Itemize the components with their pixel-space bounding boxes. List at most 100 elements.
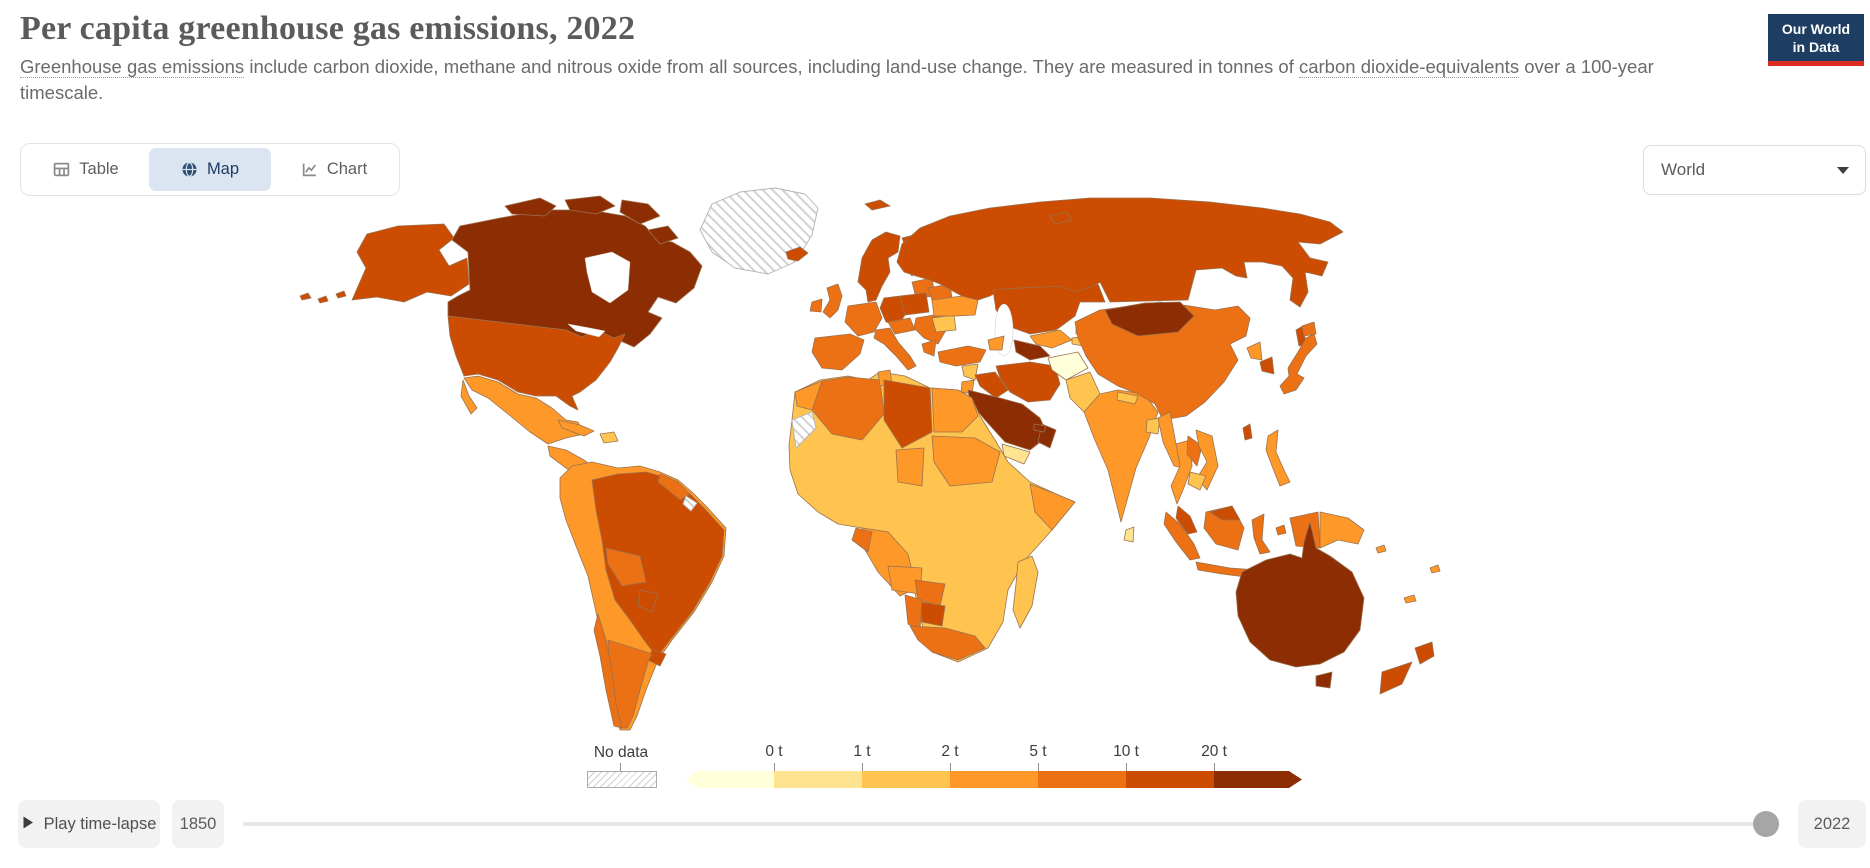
timeline-end-year[interactable]: 2022	[1798, 800, 1866, 848]
map-region-aleutians[interactable]	[335, 290, 347, 299]
map-region-alaska[interactable]	[351, 223, 470, 303]
map-region-italy[interactable]	[873, 327, 917, 371]
map-region-egypt[interactable]	[931, 387, 979, 433]
map-region-iraq[interactable]	[974, 371, 1009, 399]
map-region-paraguay[interactable]	[637, 589, 659, 613]
map-region-guyana-suriname[interactable]	[657, 473, 691, 501]
map-region-bangladesh[interactable]	[1145, 417, 1161, 435]
owid-logo[interactable]: Our World in Data	[1768, 14, 1864, 66]
map-region-aleutians[interactable]	[299, 292, 312, 301]
map-region-libya[interactable]	[883, 379, 933, 449]
map-region-fiji[interactable]	[1429, 564, 1441, 574]
map-region-namibia[interactable]	[904, 594, 923, 631]
map-region-algeria[interactable]	[811, 376, 885, 441]
timeline-start-year[interactable]: 1850	[172, 800, 224, 848]
map-region-philippines[interactable]	[1265, 429, 1291, 487]
map-region-russia[interactable]	[896, 197, 1344, 308]
map-region-uae[interactable]	[1033, 423, 1047, 433]
map-region-romania[interactable]	[931, 314, 957, 333]
legend-bin-over-20-t[interactable]	[1214, 771, 1302, 788]
legend-bin-2-5-t[interactable]	[950, 771, 1038, 788]
map-region-sudan[interactable]	[931, 435, 1001, 487]
map-region-afghanistan[interactable]	[1047, 351, 1089, 381]
map-region-united-states[interactable]	[447, 315, 626, 411]
map-region-moluccas[interactable]	[1275, 524, 1287, 536]
map-region-france[interactable]	[844, 301, 883, 337]
map-region-cuba[interactable]	[557, 419, 595, 437]
map-region-south-africa[interactable]	[909, 625, 986, 661]
map-region-arctic-islands[interactable]	[1049, 211, 1073, 225]
tab-map[interactable]: Map	[149, 148, 271, 191]
map-region-canada-arctic[interactable]	[619, 199, 661, 225]
map-region-australia[interactable]	[1235, 521, 1365, 668]
co2-equivalents-link[interactable]: carbon dioxide-equivalents	[1298, 56, 1520, 78]
map-region-norway-sweden[interactable]	[857, 231, 901, 303]
legend-bin-5-10-t[interactable]	[1038, 771, 1126, 788]
map-region-western-sahara[interactable]	[791, 411, 817, 449]
map-region-baja[interactable]	[460, 379, 478, 415]
map-region-cambodia[interactable]	[1187, 471, 1207, 491]
map-region-iberia[interactable]	[811, 333, 865, 371]
play-timelapse-button[interactable]: Play time-lapse	[18, 800, 160, 848]
map-region-tasmania[interactable]	[1315, 671, 1333, 689]
map-region-japan[interactable]	[1279, 333, 1318, 395]
map-region-syria[interactable]	[961, 363, 979, 381]
map-region-ukraine[interactable]	[931, 295, 979, 317]
map-region-canada-arctic[interactable]	[504, 197, 557, 217]
timeline-slider-track[interactable]	[243, 822, 1754, 826]
map-region-malaysia-borneo[interactable]	[1209, 505, 1241, 521]
map-region-solomon-islands[interactable]	[1375, 544, 1387, 554]
map-region-congo-gabon[interactable]	[851, 527, 873, 553]
map-region-greece[interactable]	[921, 339, 937, 357]
map-region-madagascar[interactable]	[1012, 555, 1039, 629]
map-region-iran[interactable]	[995, 361, 1061, 403]
legend-bin-0-1-t[interactable]	[774, 771, 862, 788]
map-region-south-korea[interactable]	[1259, 356, 1275, 375]
map-region-india[interactable]	[1083, 389, 1159, 523]
legend-no-data-swatch[interactable]	[587, 771, 657, 788]
map-region-taiwan[interactable]	[1242, 423, 1253, 441]
map-region-aleutians[interactable]	[317, 295, 329, 304]
map-region-greenland[interactable]	[699, 187, 819, 275]
map-region-central-europe[interactable]	[887, 317, 916, 335]
tab-table[interactable]: Table	[25, 148, 147, 191]
map-region-caucasus[interactable]	[987, 335, 1005, 351]
map-region-new-zealand-south[interactable]	[1379, 661, 1413, 695]
map-region-papua-new-guinea[interactable]	[1319, 511, 1365, 549]
map-region-mongolia[interactable]	[1104, 301, 1195, 337]
map-region-botswana[interactable]	[919, 601, 946, 627]
map-region-turkmenistan[interactable]	[1013, 339, 1051, 361]
map-region-sumatra[interactable]	[1163, 511, 1201, 561]
map-region-sri-lanka[interactable]	[1123, 526, 1135, 543]
legend-bin-below-0-t[interactable]	[685, 771, 774, 788]
timeline-slider-handle[interactable]	[1753, 811, 1779, 837]
map-region-canada-arctic[interactable]	[647, 225, 679, 245]
legend-bin-10-20-t[interactable]	[1126, 771, 1214, 788]
map-region-somalia[interactable]	[1029, 483, 1076, 531]
map-region-hokkaido[interactable]	[1301, 321, 1317, 337]
map-region-iceland[interactable]	[785, 246, 809, 262]
map-region-uzbekistan[interactable]	[1029, 329, 1073, 349]
map-region-turkey[interactable]	[937, 345, 987, 367]
map-region-ireland[interactable]	[809, 298, 823, 313]
tab-chart-label: Chart	[326, 160, 368, 178]
map-region-hispaniola[interactable]	[599, 431, 619, 444]
map-region-canada-arctic[interactable]	[564, 195, 616, 215]
legend-bin-1-2-t[interactable]	[862, 771, 950, 788]
map-region-malaysia[interactable]	[1175, 505, 1198, 535]
map-region-new-zealand-north[interactable]	[1414, 641, 1435, 665]
map-region-chile[interactable]	[593, 613, 623, 729]
map-region-chad[interactable]	[895, 447, 925, 487]
map-region-united-kingdom[interactable]	[822, 283, 843, 319]
map-region-sulawesi[interactable]	[1251, 513, 1271, 555]
ghg-emissions-link[interactable]: Greenhouse gas emissions	[20, 56, 245, 78]
map-region-svalbard[interactable]	[864, 199, 891, 211]
map-region-nepal[interactable]	[1116, 391, 1139, 405]
map-region-french-guiana[interactable]	[682, 495, 698, 512]
map-region-new-caledonia[interactable]	[1403, 594, 1417, 604]
map-region-yemen[interactable]	[1001, 443, 1031, 465]
map-region-bolivia[interactable]	[605, 547, 647, 587]
map-region-north-korea[interactable]	[1246, 341, 1263, 361]
region-dropdown[interactable]: World	[1643, 145, 1866, 195]
tab-chart[interactable]: Chart	[273, 148, 395, 191]
